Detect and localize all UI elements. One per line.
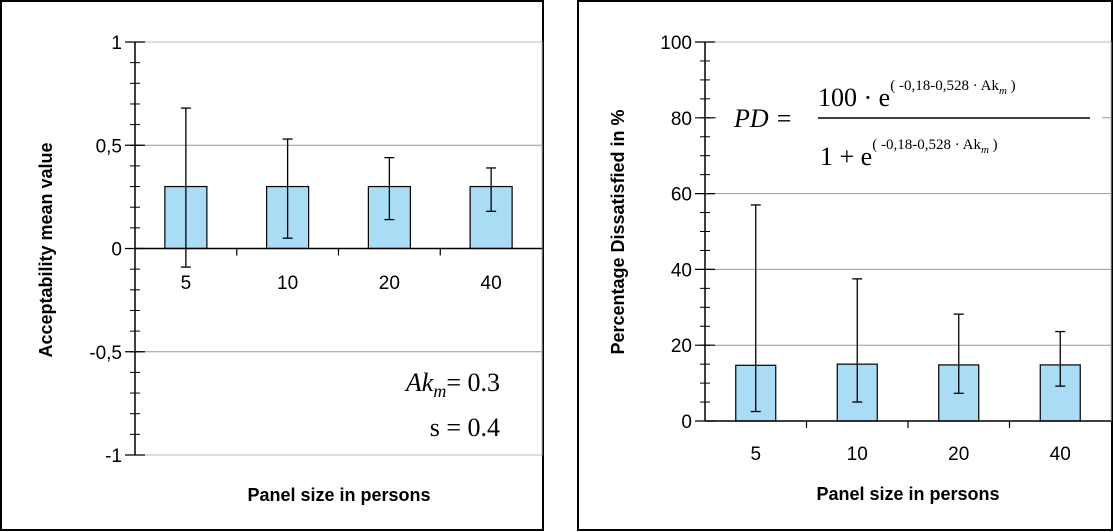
right-x-tick-label-5: 5: [750, 444, 761, 465]
right-y-tick-label: 20: [671, 336, 692, 357]
annotation-s: s = 0.4: [430, 413, 500, 442]
left-annotation: Akm= 0.3 s = 0.4: [404, 368, 500, 442]
left-x-axis-label: Panel size in persons: [247, 485, 430, 505]
left-panel-frame: [0, 0, 544, 531]
left-y-tick-label: 1: [111, 33, 122, 54]
left-y-tick-label: 0: [111, 240, 122, 261]
right-x-tick-label-20: 20: [948, 444, 969, 465]
right-chart: 0 20 40 60 80 100 5 10 20 40: [660, 33, 1112, 465]
right-x-axis-label: Panel size in persons: [816, 484, 999, 504]
formula-denominator: 1 + e( -0,18-0,528 · Akm ): [820, 137, 998, 171]
left-y-tick-label: -0,5: [89, 343, 122, 364]
left-y-axis-label: Acceptability mean value: [36, 142, 56, 357]
left-y-tick-label: 0,5: [96, 136, 122, 157]
left-x-tick-label-40: 40: [481, 273, 502, 294]
right-x-tick-label-10: 10: [847, 444, 868, 465]
right-y-tick-label: 0: [681, 412, 692, 433]
left-x-tick-label-20: 20: [379, 273, 400, 294]
right-y-tick-label: 60: [671, 185, 692, 206]
annotation-akm: Akm= 0.3: [404, 368, 500, 401]
formula-lhs: PD =: [733, 104, 793, 133]
right-x-tick-label-40: 40: [1050, 444, 1071, 465]
right-y-tick-label: 40: [671, 260, 692, 281]
left-chart: -1 -0,5 0 0,5 1 5 10 20 40: [89, 33, 543, 467]
pd-formula: PD = 100 · e( -0,18-0,528 · Akm ) 1 + e(…: [717, 68, 1102, 176]
right-y-axis-label: Percentage Dissatisfied in %: [608, 109, 628, 354]
right-y-tick-label: 80: [671, 109, 692, 130]
left-y-tick-label: -1: [105, 446, 122, 467]
formula-numerator: 100 · e( -0,18-0,528 · Akm ): [818, 78, 1016, 112]
formula-background: [717, 68, 1102, 176]
left-x-tick-label-10: 10: [277, 273, 298, 294]
left-x-tick-label-5: 5: [181, 273, 192, 294]
right-y-tick-label: 100: [660, 33, 692, 54]
